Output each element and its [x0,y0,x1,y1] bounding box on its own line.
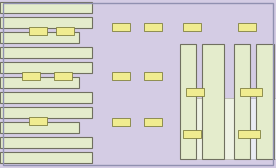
Bar [0,47,92,58]
Bar [0,152,92,163]
Bar [0,122,79,133]
Bar [0,17,92,28]
Bar [112,118,130,126]
Bar [202,44,224,159]
Bar [0,92,92,103]
Bar [54,72,72,80]
Bar [0,107,92,118]
Bar [0,137,92,148]
Bar [144,72,162,80]
Bar [183,130,201,138]
Bar [144,118,162,126]
Bar [238,23,256,31]
Bar [256,44,274,159]
Bar [29,27,47,35]
Bar [112,72,130,80]
Bar [112,23,130,31]
Bar [234,44,250,159]
Bar [56,27,74,35]
Bar [186,88,204,96]
Bar [183,23,201,31]
Bar [250,98,276,159]
Bar [240,88,262,96]
Bar [238,130,260,138]
Bar [180,44,196,159]
Bar [196,98,236,159]
Bar [0,32,79,43]
Bar [29,117,47,125]
Bar [144,23,162,31]
Bar [22,72,40,80]
Bar [0,77,79,88]
Bar [0,62,92,73]
Bar [0,2,92,13]
